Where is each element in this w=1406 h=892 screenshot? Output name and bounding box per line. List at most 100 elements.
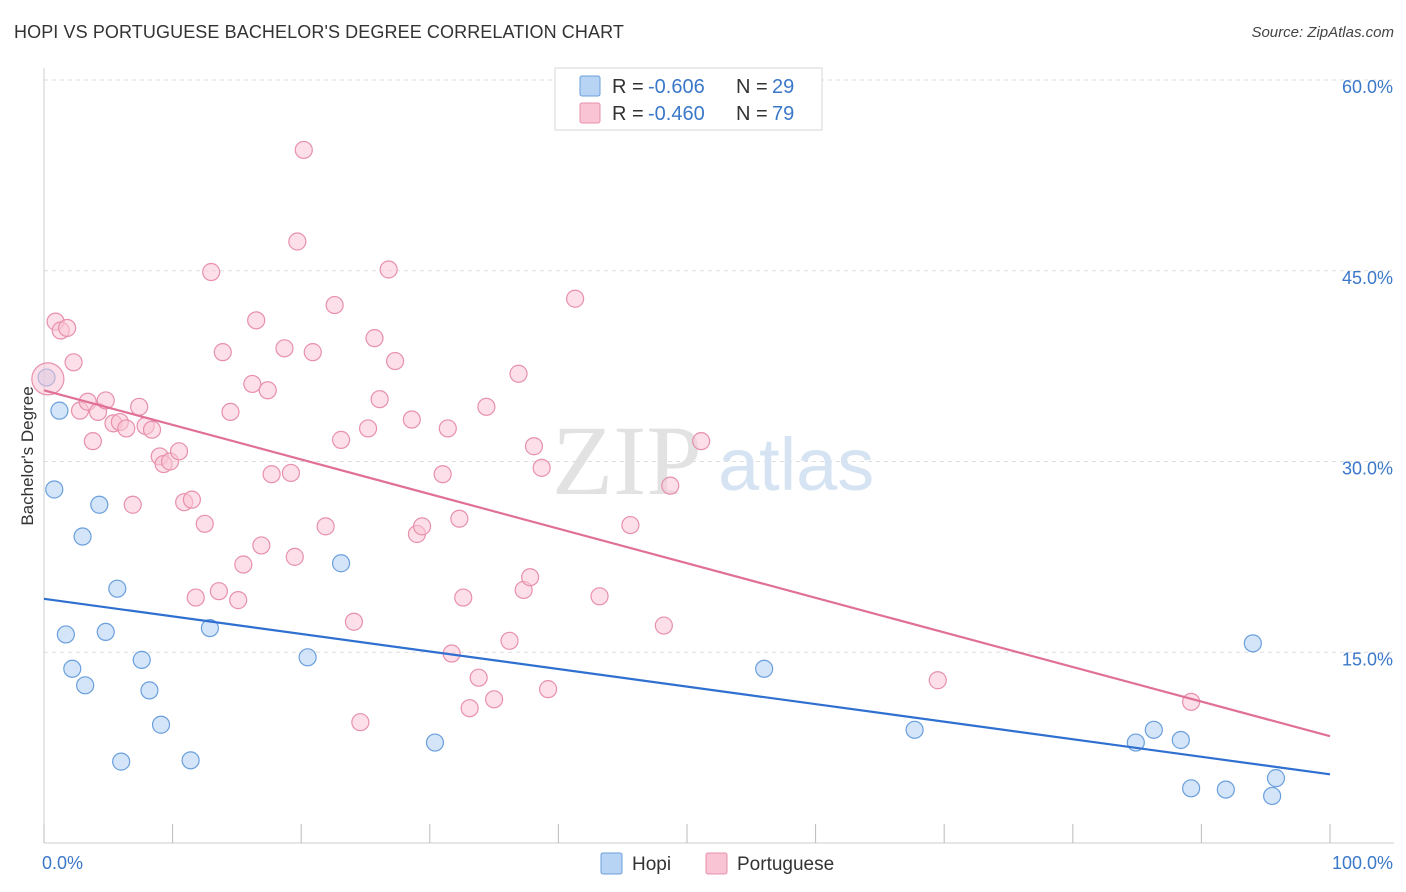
y-tick-label: 60.0% bbox=[1342, 77, 1393, 97]
hopi-point bbox=[140, 681, 159, 700]
portuguese-point bbox=[469, 668, 488, 687]
legend-n-label-hopi: N = bbox=[736, 76, 768, 98]
hopi-point bbox=[112, 752, 131, 771]
portuguese-point bbox=[509, 364, 528, 383]
portuguese-point bbox=[288, 232, 307, 251]
portuguese-point bbox=[433, 465, 452, 484]
hopi-point bbox=[331, 554, 351, 573]
bottom-legend-label-hopi: Hopi bbox=[632, 854, 671, 875]
y-axis-title: Bachelor's Degree bbox=[18, 386, 37, 525]
hopi-points bbox=[37, 368, 1286, 806]
series-legend: Hopi Portuguese bbox=[600, 852, 834, 875]
portuguese-point bbox=[1182, 692, 1201, 711]
portuguese-points bbox=[31, 140, 1201, 732]
portuguese-point bbox=[243, 374, 262, 394]
portuguese-point bbox=[370, 390, 389, 409]
portuguese-point bbox=[58, 318, 77, 338]
y-tick-label: 45.0% bbox=[1342, 268, 1393, 288]
portuguese-point bbox=[262, 465, 281, 484]
bottom-legend-swatch-hopi bbox=[600, 852, 623, 875]
portuguese-point bbox=[247, 311, 266, 330]
portuguese-point bbox=[123, 495, 142, 514]
portuguese-point bbox=[258, 381, 277, 400]
legend-r-label-portuguese: R = bbox=[612, 103, 644, 125]
portuguese-point bbox=[294, 140, 313, 160]
portuguese-point bbox=[379, 260, 398, 279]
hopi-point bbox=[1243, 634, 1262, 653]
portuguese-point bbox=[213, 343, 232, 362]
portuguese-point bbox=[521, 568, 540, 587]
hopi-point bbox=[90, 495, 109, 514]
legend-n-value-portuguese: 79 bbox=[772, 103, 794, 125]
watermark-zip: ZIP bbox=[552, 405, 702, 516]
hopi-point bbox=[298, 648, 317, 667]
portuguese-point bbox=[142, 420, 162, 439]
portuguese-point bbox=[402, 410, 421, 429]
portuguese-point bbox=[524, 437, 544, 456]
portuguese-point bbox=[182, 490, 201, 509]
portuguese-point bbox=[532, 458, 551, 477]
portuguese-point bbox=[344, 612, 364, 631]
portuguese-point bbox=[281, 463, 301, 483]
legend-r-value-hopi: -0.606 bbox=[648, 76, 705, 98]
tick-layer: 15.0% 30.0% 45.0% 60.0% 0.0% 100.0% bbox=[42, 77, 1393, 873]
legend-n-value-hopi: 29 bbox=[772, 76, 794, 98]
hopi-point bbox=[151, 715, 171, 734]
hopi-point bbox=[76, 676, 95, 695]
bottom-legend-label-portuguese: Portuguese bbox=[737, 854, 834, 875]
hopi-point bbox=[1263, 786, 1282, 806]
x-tick-label-max: 100.0% bbox=[1332, 853, 1393, 873]
legend-n-label-portuguese: N = bbox=[736, 103, 768, 125]
trend-layer bbox=[43, 389, 1331, 776]
portuguese-point bbox=[460, 699, 479, 718]
hopi-point bbox=[425, 733, 445, 752]
hopi-point bbox=[181, 751, 200, 770]
portuguese-point bbox=[351, 713, 370, 732]
portuguese-point bbox=[661, 476, 680, 495]
portuguese-point bbox=[169, 442, 189, 461]
hopi-point bbox=[45, 480, 64, 499]
portuguese-point bbox=[454, 588, 473, 607]
portuguese-point bbox=[621, 515, 640, 535]
portuguese-point bbox=[566, 289, 585, 308]
portuguese-point bbox=[195, 514, 214, 533]
hopi-point bbox=[1144, 720, 1163, 739]
chart-title: HOPI VS PORTUGUESE BACHELOR'S DEGREE COR… bbox=[14, 22, 624, 42]
portuguese-point bbox=[450, 509, 469, 528]
portuguese-point bbox=[590, 587, 609, 606]
portuguese-point bbox=[316, 517, 335, 536]
axes-layer bbox=[43, 68, 1394, 844]
hopi-trend-line bbox=[43, 597, 1331, 776]
portuguese-point bbox=[539, 680, 558, 699]
hopi-point bbox=[108, 579, 127, 598]
portuguese-point bbox=[325, 295, 344, 315]
hopi-point bbox=[1266, 769, 1286, 788]
legend-swatch-hopi bbox=[579, 75, 601, 97]
portuguese-point bbox=[186, 588, 205, 607]
hopi-point bbox=[132, 650, 151, 669]
portuguese-point bbox=[331, 430, 351, 449]
source-label: Source: ZipAtlas.com bbox=[1251, 24, 1394, 41]
portuguese-point bbox=[275, 339, 294, 358]
y-tick-label: 15.0% bbox=[1342, 649, 1393, 669]
legend-r-value-portuguese: -0.460 bbox=[648, 103, 705, 125]
portuguese-point bbox=[928, 671, 947, 690]
portuguese-trend-line bbox=[43, 389, 1331, 738]
hopi-point bbox=[1171, 730, 1190, 750]
legend-r-label-hopi: R = bbox=[612, 76, 644, 98]
portuguese-point bbox=[303, 343, 322, 362]
hopi-point bbox=[96, 622, 115, 642]
portuguese-point bbox=[202, 262, 221, 282]
portuguese-point bbox=[234, 555, 253, 574]
portuguese-point bbox=[477, 397, 496, 416]
hopi-point bbox=[50, 401, 69, 420]
portuguese-point bbox=[64, 353, 83, 372]
bottom-legend-swatch-portuguese bbox=[705, 852, 728, 875]
portuguese-point bbox=[485, 690, 504, 709]
portuguese-point bbox=[438, 419, 457, 438]
hopi-point bbox=[200, 618, 219, 638]
portuguese-point bbox=[83, 432, 102, 451]
portuguese-point bbox=[385, 351, 405, 371]
watermark-atlas: atlas bbox=[718, 423, 874, 506]
